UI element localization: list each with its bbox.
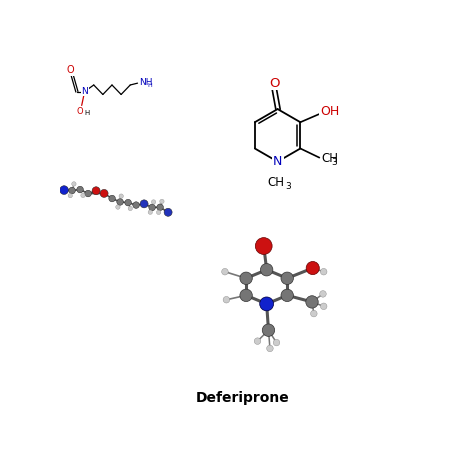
Text: H: H bbox=[147, 83, 152, 88]
Circle shape bbox=[310, 310, 317, 317]
Circle shape bbox=[116, 205, 120, 209]
Circle shape bbox=[125, 200, 131, 206]
Circle shape bbox=[151, 200, 156, 204]
Circle shape bbox=[254, 338, 261, 345]
Circle shape bbox=[128, 206, 132, 210]
Circle shape bbox=[240, 289, 252, 301]
Circle shape bbox=[273, 339, 280, 346]
Circle shape bbox=[320, 268, 327, 275]
Circle shape bbox=[100, 190, 108, 198]
Text: NH: NH bbox=[139, 78, 153, 87]
Circle shape bbox=[85, 190, 91, 197]
Circle shape bbox=[92, 187, 100, 195]
Circle shape bbox=[117, 199, 123, 205]
Text: OH: OH bbox=[320, 105, 339, 118]
Circle shape bbox=[119, 194, 123, 198]
Text: O: O bbox=[269, 77, 280, 90]
Text: O: O bbox=[67, 65, 74, 75]
Text: Deferiprone: Deferiprone bbox=[196, 392, 290, 405]
Circle shape bbox=[260, 264, 273, 276]
Circle shape bbox=[306, 262, 319, 274]
Circle shape bbox=[109, 195, 115, 202]
Circle shape bbox=[222, 268, 228, 275]
Circle shape bbox=[320, 303, 327, 310]
Circle shape bbox=[262, 324, 274, 337]
Circle shape bbox=[68, 193, 73, 198]
Circle shape bbox=[149, 204, 155, 211]
Text: 3: 3 bbox=[286, 182, 292, 191]
Text: CH: CH bbox=[321, 152, 338, 165]
Circle shape bbox=[72, 182, 76, 186]
Circle shape bbox=[148, 210, 153, 214]
Circle shape bbox=[319, 291, 326, 297]
Circle shape bbox=[223, 296, 230, 303]
Circle shape bbox=[81, 193, 85, 198]
Text: 3: 3 bbox=[332, 158, 337, 167]
Circle shape bbox=[60, 186, 68, 194]
Text: CH: CH bbox=[267, 176, 284, 189]
Circle shape bbox=[260, 298, 273, 310]
Circle shape bbox=[157, 204, 164, 210]
Text: H: H bbox=[85, 110, 90, 117]
Circle shape bbox=[156, 210, 161, 215]
Circle shape bbox=[260, 297, 273, 311]
Circle shape bbox=[77, 186, 83, 193]
Circle shape bbox=[267, 345, 273, 352]
Circle shape bbox=[140, 200, 148, 208]
Circle shape bbox=[281, 289, 293, 301]
Text: N: N bbox=[273, 155, 283, 168]
Circle shape bbox=[160, 199, 164, 204]
Circle shape bbox=[164, 208, 172, 216]
Circle shape bbox=[133, 202, 139, 209]
Text: O: O bbox=[77, 107, 83, 116]
Circle shape bbox=[255, 237, 272, 255]
Circle shape bbox=[281, 272, 293, 284]
Text: N: N bbox=[81, 87, 88, 96]
Circle shape bbox=[240, 272, 252, 284]
Circle shape bbox=[306, 296, 318, 308]
Circle shape bbox=[69, 187, 75, 194]
